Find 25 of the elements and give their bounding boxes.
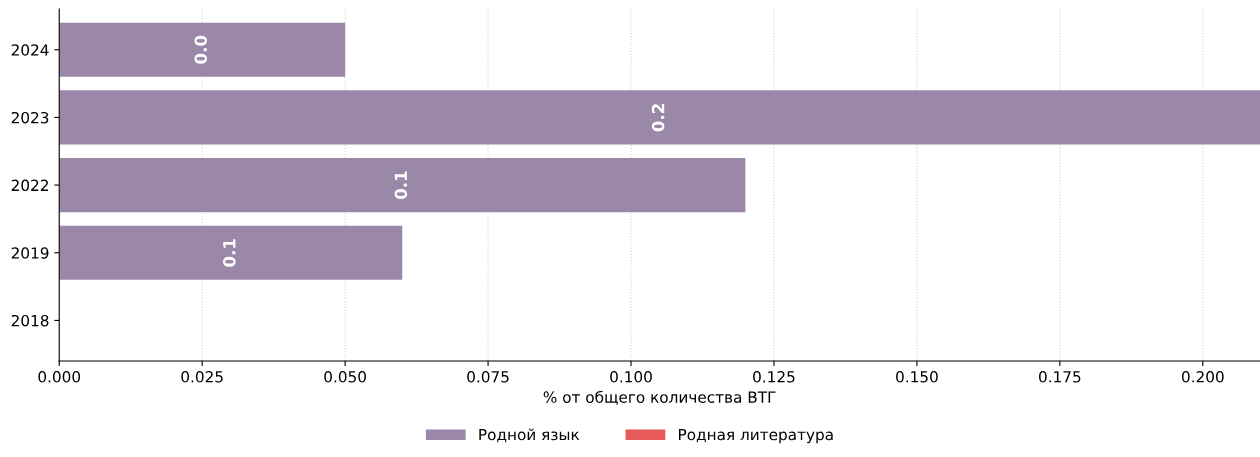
x-tick-label: 0.150 [896,371,938,383]
x-tick-label: 0.200 [1181,371,1224,383]
bar [59,158,746,213]
bar [59,225,403,280]
y-tick-label: 2022 [11,179,48,192]
data-label: 0.0 [194,35,208,64]
bar [59,90,1260,145]
legend-label: Родной язык [479,428,580,443]
y-tick-label: 2019 [11,247,49,259]
data-label: 0.2 [651,104,665,132]
x-tick-label: 0.125 [753,371,795,383]
y-tick-label: 2024 [11,44,49,56]
x-axis-title: % от общего количества ВТГ [543,390,776,405]
legend-label: Родная литература [679,428,833,444]
y-tick-label: 2018 [11,314,49,327]
x-tick-label: 0.175 [1039,371,1081,383]
data-label: 0.1 [222,239,236,267]
bar [59,22,346,77]
x-tick-label: 0.100 [610,371,652,383]
x-tick-label: 0.000 [38,371,81,383]
x-tick-label: 0.075 [467,371,509,383]
x-tick-label: 0.050 [324,371,366,383]
data-label: 0.1 [394,171,408,200]
y-tick-label: 2023 [11,111,49,124]
x-tick-label: 0.025 [181,371,223,383]
